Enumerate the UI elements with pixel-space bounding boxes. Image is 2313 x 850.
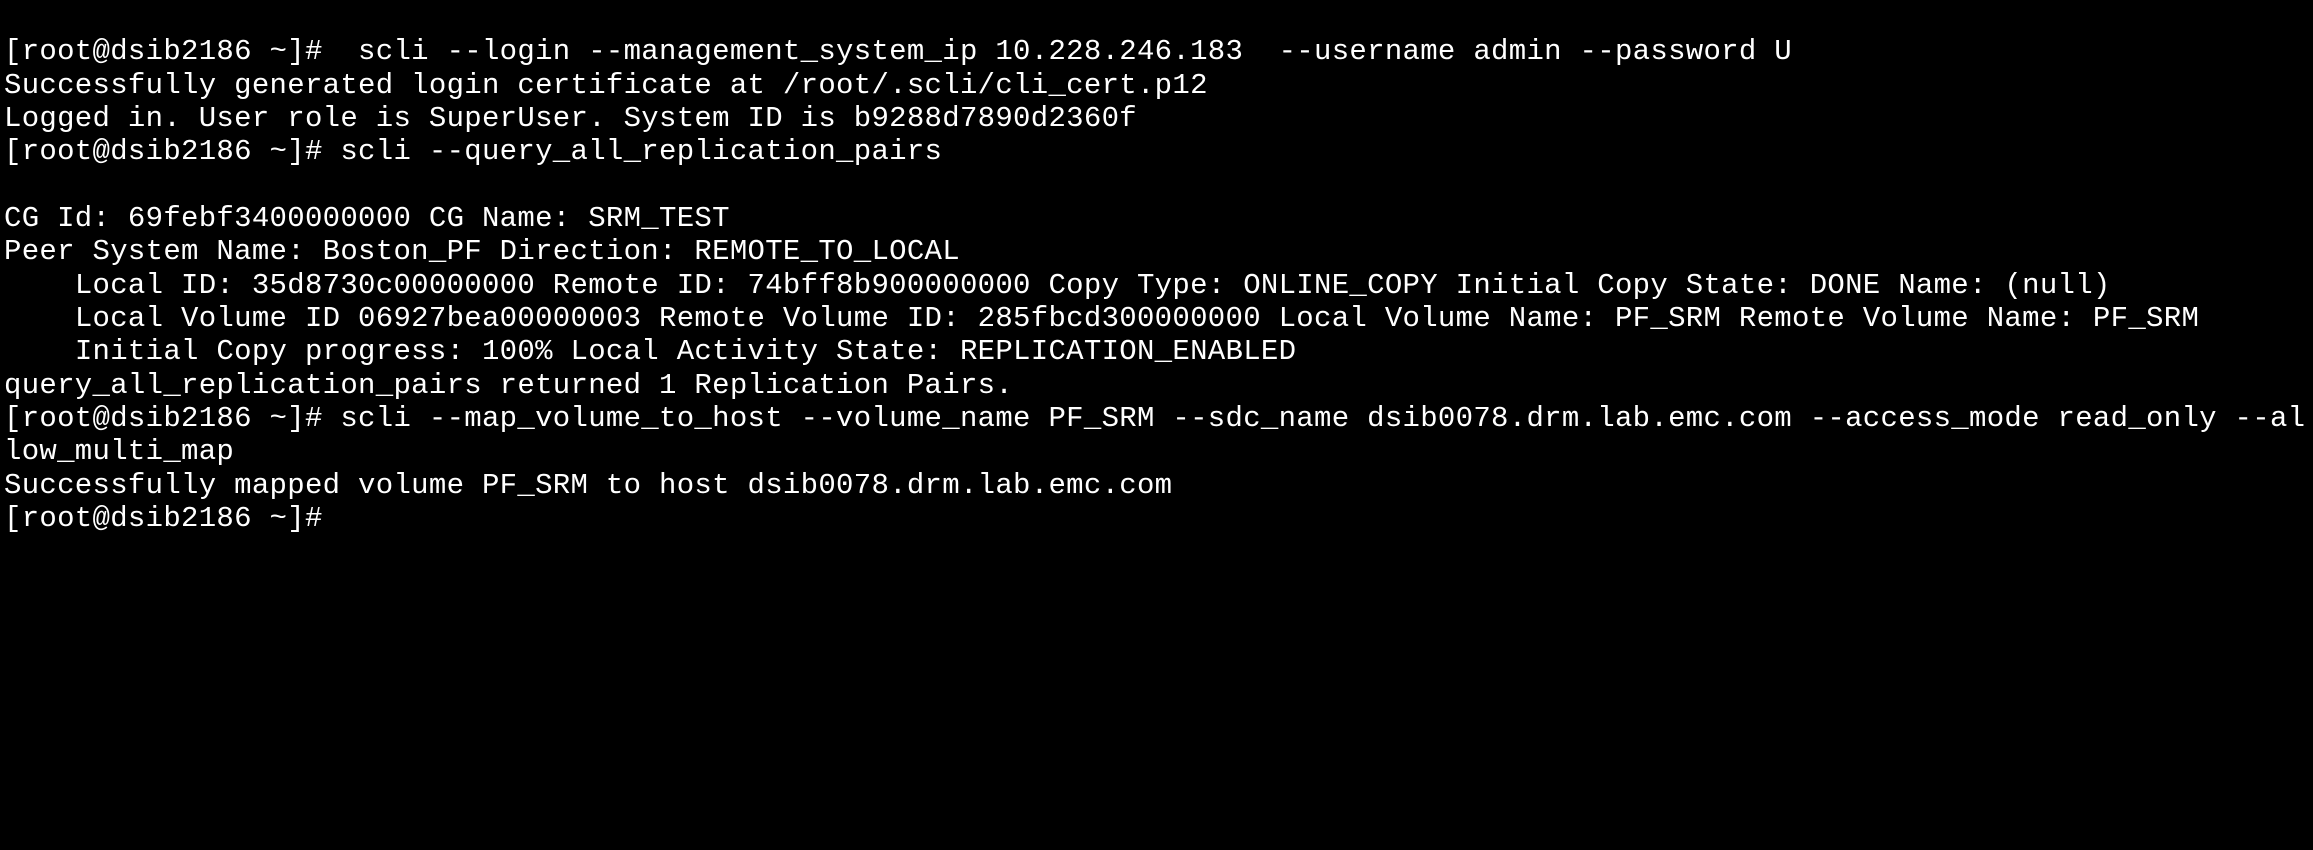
terminal-line: [root@dsib2186 ~]# — [4, 502, 323, 535]
terminal-line: [root@dsib2186 ~]# scli --login --manage… — [4, 35, 1792, 68]
terminal-line: Local Volume ID 06927bea00000003 Remote … — [4, 302, 2199, 335]
terminal-line: query_all_replication_pairs returned 1 R… — [4, 369, 1013, 402]
terminal-line: Initial Copy progress: 100% Local Activi… — [4, 335, 1296, 368]
terminal-line: Successfully generated login certificate… — [4, 69, 1208, 102]
terminal-line: Peer System Name: Boston_PF Direction: R… — [4, 235, 960, 268]
terminal-line: CG Id: 69febf3400000000 CG Name: SRM_TES… — [4, 202, 730, 235]
terminal-line: Logged in. User role is SuperUser. Syste… — [4, 102, 1137, 135]
terminal-line: Successfully mapped volume PF_SRM to hos… — [4, 469, 1172, 502]
terminal-line: [root@dsib2186 ~]# scli --map_volume_to_… — [4, 402, 2305, 468]
terminal-window[interactable]: [root@dsib2186 ~]# scli --login --manage… — [0, 0, 2313, 538]
terminal-line: [root@dsib2186 ~]# scli --query_all_repl… — [4, 135, 942, 168]
terminal-line: Local ID: 35d8730c00000000 Remote ID: 74… — [4, 269, 2111, 302]
